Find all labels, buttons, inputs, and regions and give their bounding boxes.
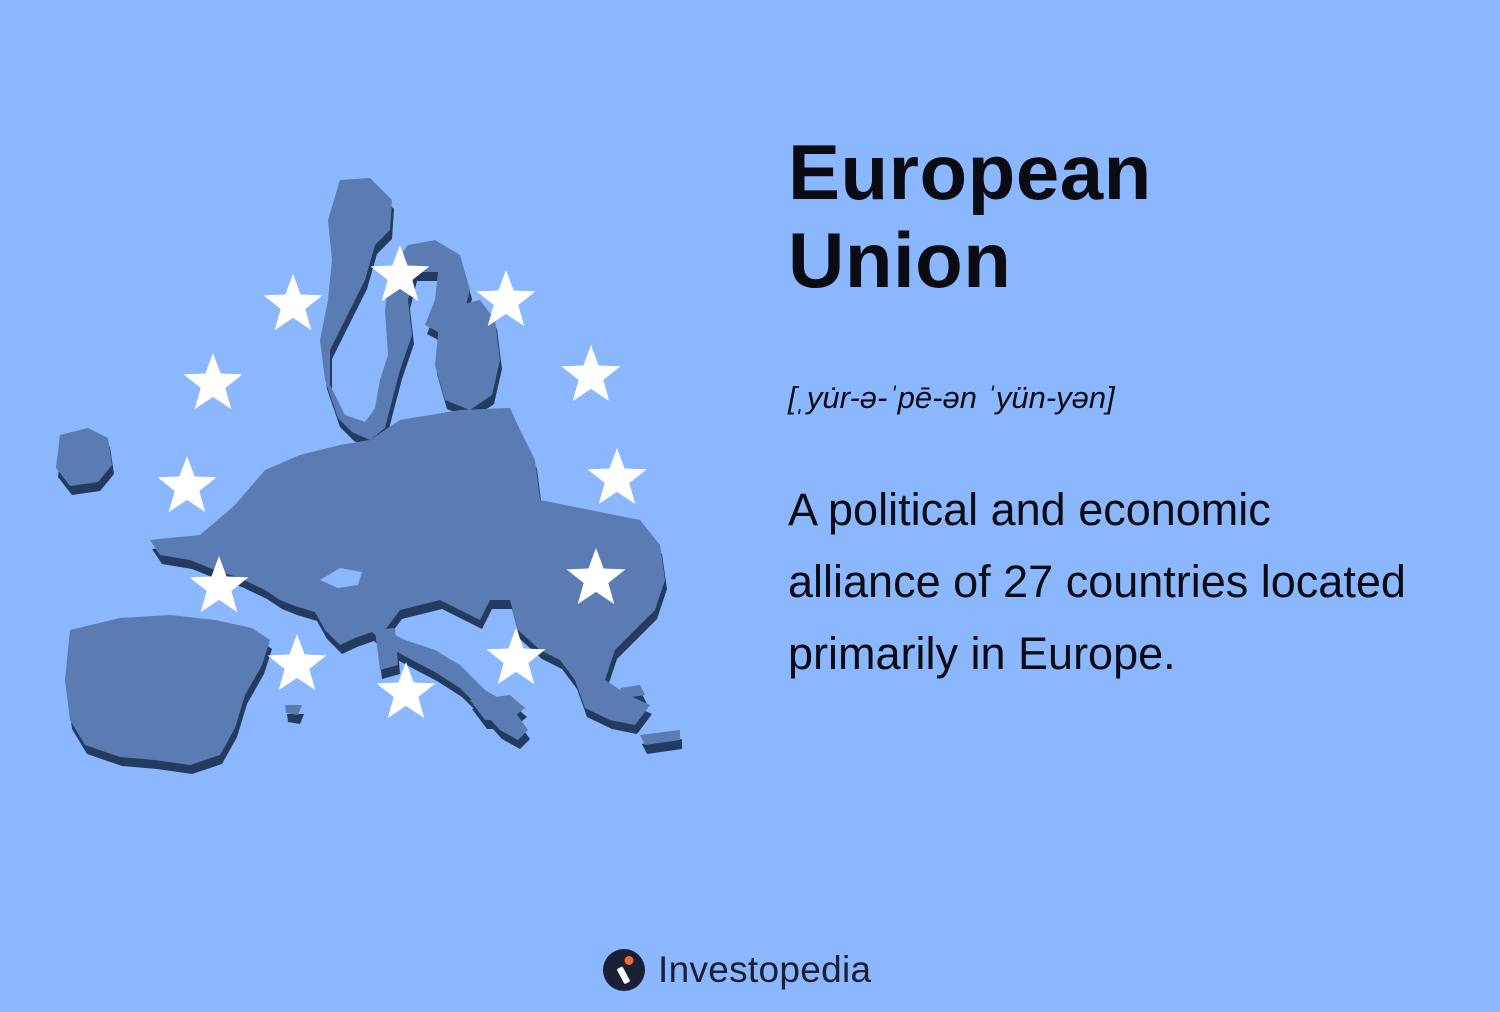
- definition-panel: European Union [ˌyu̇r-ə-ˈpē-ən ˈyün-yən]…: [788, 128, 1468, 690]
- title-line-1: European: [788, 128, 1152, 216]
- brand-name: Investopedia: [658, 949, 872, 990]
- star-icon: [376, 662, 436, 719]
- definition-text: A political and economic alliance of 27 …: [788, 484, 1406, 679]
- eu-stars: [157, 245, 647, 719]
- star-icon: [587, 448, 647, 505]
- star-icon: [561, 345, 621, 402]
- star-icon: [267, 634, 327, 691]
- page-title: European Union: [788, 128, 1468, 304]
- star-icon: [566, 548, 626, 605]
- star-icon: [189, 556, 249, 613]
- title-line-2: Union: [788, 216, 1012, 304]
- star-icon: [486, 628, 546, 685]
- star-icon: [183, 353, 243, 410]
- brand-logo: Investopedia: [602, 944, 871, 996]
- star-icon: [476, 270, 536, 327]
- star-icon: [157, 456, 217, 513]
- star-icon: [370, 245, 430, 302]
- star-icon: [263, 274, 323, 331]
- europe-map-icon: [56, 178, 680, 765]
- investopedia-logo-icon: [603, 949, 645, 991]
- pronunciation: [ˌyu̇r-ə-ˈpē-ən ˈyün-yən]: [788, 380, 1115, 415]
- europe-map-illustration: [40, 160, 700, 780]
